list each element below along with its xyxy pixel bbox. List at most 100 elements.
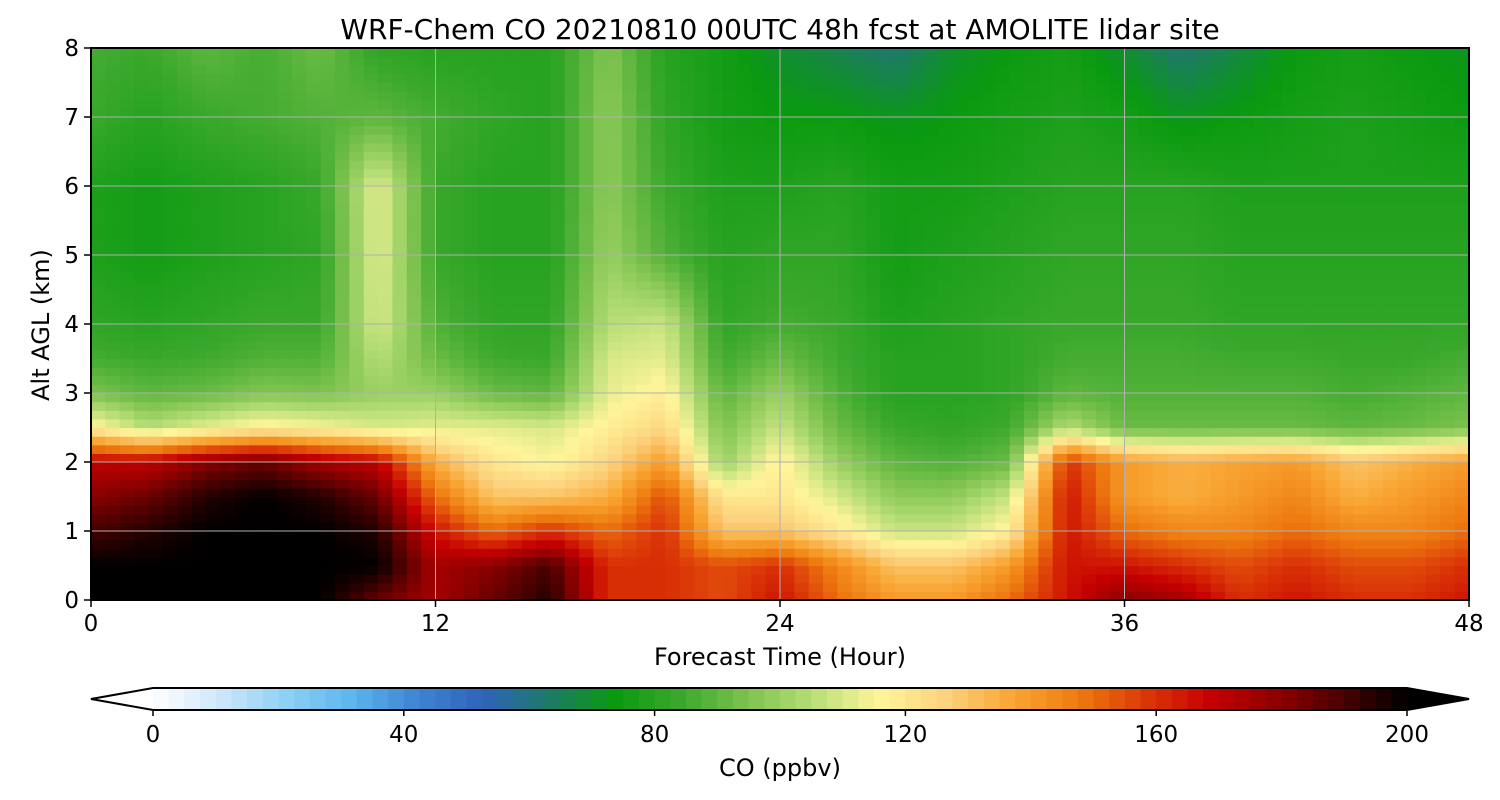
heatmap-cell: [808, 280, 824, 291]
heatmap-cell: [1181, 289, 1197, 299]
heatmap-cell: [421, 194, 437, 204]
heatmap-cell: [995, 531, 1011, 541]
heatmap-cell: [507, 151, 523, 161]
heatmap-cell: [349, 393, 365, 403]
heatmap-cell: [1325, 479, 1341, 489]
heatmap-cell: [1239, 556, 1255, 567]
heatmap-cell: [349, 496, 365, 506]
heatmap-cell: [937, 289, 953, 299]
heatmap-cell: [751, 177, 767, 187]
heatmap-cell: [119, 436, 135, 446]
heatmap-cell: [1052, 194, 1068, 204]
heatmap-cell: [1425, 151, 1441, 161]
heatmap-cell: [1181, 315, 1197, 325]
heatmap-cell: [1095, 531, 1111, 541]
heatmap-cell: [435, 315, 451, 325]
heatmap-cell: [693, 470, 709, 480]
heatmap-cell: [1095, 453, 1111, 463]
heatmap-cell: [550, 332, 566, 342]
heatmap-cell: [952, 237, 968, 247]
heatmap-cell: [392, 358, 408, 368]
heatmap-cell: [263, 539, 279, 549]
heatmap-cell: [277, 565, 293, 575]
heatmap-cell: [449, 436, 465, 446]
heatmap-cell: [1397, 263, 1413, 273]
heatmap-cell: [320, 470, 336, 480]
heatmap-cell: [1296, 522, 1312, 532]
heatmap-cell: [148, 539, 164, 549]
heatmap-cell: [91, 186, 106, 196]
heatmap-cell: [449, 574, 465, 584]
heatmap-cell: [952, 444, 968, 454]
heatmap-cell: [406, 522, 422, 532]
heatmap-cell: [751, 531, 767, 541]
heatmap-cell: [248, 582, 264, 592]
heatmap-cell: [507, 177, 523, 187]
heatmap-cell: [148, 479, 164, 489]
heatmap-cell: [1325, 237, 1341, 247]
heatmap-cell: [937, 505, 953, 515]
heatmap-cell: [679, 194, 695, 204]
heatmap-cell: [1052, 358, 1068, 368]
heatmap-cell: [1339, 582, 1355, 592]
heatmap-cell: [765, 513, 781, 523]
heatmap-cell: [392, 462, 408, 472]
heatmap-cell: [650, 436, 666, 446]
heatmap-cell: [593, 280, 609, 291]
heatmap-cell: [679, 582, 695, 592]
heatmap-cell: [1138, 582, 1154, 592]
heatmap-cell: [177, 591, 193, 601]
heatmap-cell: [1397, 237, 1413, 247]
heatmap-cell: [492, 565, 508, 575]
heatmap-cell: [679, 487, 695, 498]
heatmap-cell: [607, 349, 623, 360]
heatmap-cell: [464, 505, 480, 515]
heatmap-cell: [880, 591, 896, 601]
heatmap-cell: [1397, 453, 1413, 463]
heatmap-cell: [1382, 393, 1398, 403]
heatmap-cell: [1268, 160, 1283, 170]
heatmap-cell: [1095, 332, 1111, 342]
heatmap-cell: [1282, 556, 1298, 567]
heatmap-cell: [1268, 393, 1283, 403]
heatmap-cell: [134, 582, 150, 592]
heatmap-cell: [349, 591, 365, 601]
heatmap-cell: [1268, 375, 1283, 385]
heatmap-cell: [937, 280, 953, 291]
heatmap-cell: [1009, 479, 1025, 489]
heatmap-cell: [622, 341, 638, 351]
heatmap-cell: [1038, 186, 1054, 196]
heatmap-cell: [1153, 401, 1169, 411]
heatmap-cell: [1167, 539, 1183, 549]
heatmap-cell: [1325, 168, 1341, 178]
heatmap-cell: [693, 349, 709, 360]
heatmap-cell: [1181, 487, 1197, 498]
heatmap-cell: [851, 280, 867, 291]
heatmap-cell: [1440, 211, 1456, 222]
heatmap-cell: [1153, 315, 1169, 325]
heatmap-cell: [392, 548, 408, 558]
heatmap-cell: [1153, 462, 1169, 472]
heatmap-cell: [1009, 280, 1025, 291]
heatmap-cell: [866, 203, 882, 213]
heatmap-cell: [665, 255, 681, 265]
heatmap-cell: [665, 505, 681, 515]
heatmap-cell: [349, 229, 365, 239]
heatmap-cell: [134, 263, 150, 273]
heatmap-cell: [435, 194, 451, 204]
heatmap-cell: [105, 186, 121, 196]
heatmap-cell: [1268, 427, 1283, 437]
heatmap-cell: [679, 427, 695, 437]
heatmap-cell: [1210, 272, 1226, 282]
heatmap-cell: [1311, 565, 1327, 575]
heatmap-cell: [1296, 349, 1312, 360]
heatmap-cell: [550, 427, 566, 437]
heatmap-cell: [1354, 548, 1370, 558]
heatmap-cell: [622, 315, 638, 325]
heatmap-cell: [464, 237, 480, 247]
heatmap-cell: [1325, 513, 1341, 523]
heatmap-cell: [650, 539, 666, 549]
heatmap-cell: [564, 255, 580, 265]
heatmap-cell: [880, 324, 896, 334]
heatmap-cell: [277, 427, 293, 437]
